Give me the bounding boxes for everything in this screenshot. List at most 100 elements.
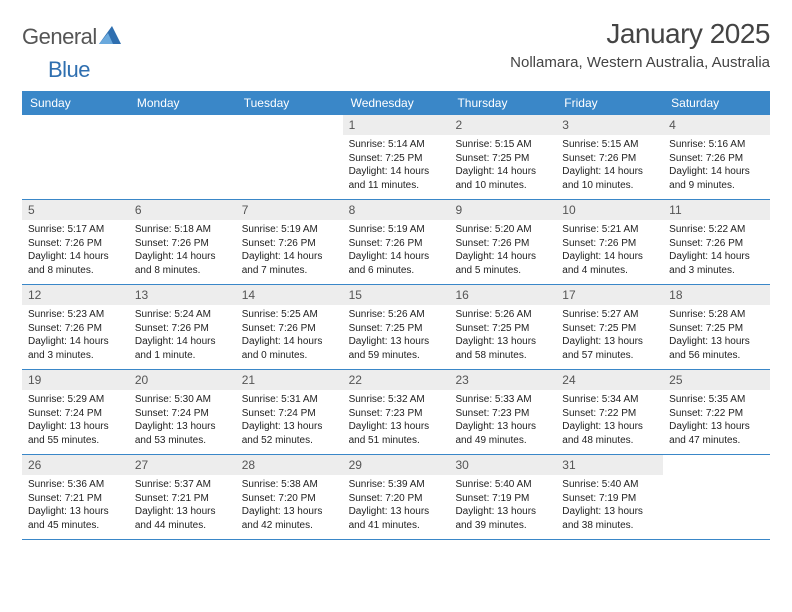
day-cell: 25Sunrise: 5:35 AMSunset: 7:22 PMDayligh… — [663, 370, 770, 454]
sunrise-text: Sunrise: 5:18 AM — [135, 223, 230, 237]
weekday-header: Friday — [556, 91, 663, 115]
sunset-text: Sunset: 7:21 PM — [28, 492, 123, 506]
daylight-text: Daylight: 14 hours and 8 minutes. — [135, 250, 230, 277]
sunrise-text: Sunrise: 5:34 AM — [562, 393, 657, 407]
day-cell: 8Sunrise: 5:19 AMSunset: 7:26 PMDaylight… — [343, 200, 450, 284]
daylight-text: Daylight: 13 hours and 47 minutes. — [669, 420, 764, 447]
daylight-text: Daylight: 13 hours and 44 minutes. — [135, 505, 230, 532]
location-label: Nollamara, Western Australia, Australia — [510, 54, 770, 71]
logo-triangle-icon — [99, 26, 121, 49]
day-number: 30 — [449, 455, 556, 475]
day-number: 9 — [449, 200, 556, 220]
sunset-text: Sunset: 7:26 PM — [562, 237, 657, 251]
sunset-text: Sunset: 7:25 PM — [349, 152, 444, 166]
day-number: 21 — [236, 370, 343, 390]
sunset-text: Sunset: 7:22 PM — [562, 407, 657, 421]
daylight-text: Daylight: 13 hours and 57 minutes. — [562, 335, 657, 362]
sunrise-text: Sunrise: 5:36 AM — [28, 478, 123, 492]
empty-cell — [129, 115, 236, 199]
sunset-text: Sunset: 7:26 PM — [242, 322, 337, 336]
day-cell: 10Sunrise: 5:21 AMSunset: 7:26 PMDayligh… — [556, 200, 663, 284]
sunset-text: Sunset: 7:21 PM — [135, 492, 230, 506]
sunrise-text: Sunrise: 5:24 AM — [135, 308, 230, 322]
sunset-text: Sunset: 7:26 PM — [562, 152, 657, 166]
day-cell: 4Sunrise: 5:16 AMSunset: 7:26 PMDaylight… — [663, 115, 770, 199]
day-number: 8 — [343, 200, 450, 220]
daylight-text: Daylight: 13 hours and 41 minutes. — [349, 505, 444, 532]
week-row: 1Sunrise: 5:14 AMSunset: 7:25 PMDaylight… — [22, 115, 770, 200]
day-number: 26 — [22, 455, 129, 475]
day-cell: 6Sunrise: 5:18 AMSunset: 7:26 PMDaylight… — [129, 200, 236, 284]
daylight-text: Daylight: 13 hours and 49 minutes. — [455, 420, 550, 447]
sunrise-text: Sunrise: 5:32 AM — [349, 393, 444, 407]
daylight-text: Daylight: 14 hours and 1 minute. — [135, 335, 230, 362]
sunrise-text: Sunrise: 5:23 AM — [28, 308, 123, 322]
day-cell: 19Sunrise: 5:29 AMSunset: 7:24 PMDayligh… — [22, 370, 129, 454]
day-cell: 1Sunrise: 5:14 AMSunset: 7:25 PMDaylight… — [343, 115, 450, 199]
weekday-header: Saturday — [663, 91, 770, 115]
day-number: 23 — [449, 370, 556, 390]
sunset-text: Sunset: 7:26 PM — [135, 237, 230, 251]
sunset-text: Sunset: 7:23 PM — [455, 407, 550, 421]
sunrise-text: Sunrise: 5:19 AM — [349, 223, 444, 237]
week-row: 19Sunrise: 5:29 AMSunset: 7:24 PMDayligh… — [22, 370, 770, 455]
sunrise-text: Sunrise: 5:17 AM — [28, 223, 123, 237]
daylight-text: Daylight: 13 hours and 42 minutes. — [242, 505, 337, 532]
sunrise-text: Sunrise: 5:20 AM — [455, 223, 550, 237]
day-cell: 23 Sunrise: 5:33 AMSunset: 7:23 PMDayligh… — [449, 370, 556, 454]
day-number: 17 — [556, 285, 663, 305]
daylight-text: Daylight: 14 hours and 9 minutes. — [669, 165, 764, 192]
day-number: 27 — [129, 455, 236, 475]
daylight-text: Daylight: 14 hours and 4 minutes. — [562, 250, 657, 277]
weekday-header: Monday — [129, 91, 236, 115]
day-cell: 18Sunrise: 5:28 AMSunset: 7:25 PMDayligh… — [663, 285, 770, 369]
header-right: January 2025 Nollamara, Western Australi… — [510, 18, 770, 71]
sunrise-text: Sunrise: 5:19 AM — [242, 223, 337, 237]
day-cell: 14Sunrise: 5:25 AMSunset: 7:26 PMDayligh… — [236, 285, 343, 369]
calendar: SundayMondayTuesdayWednesdayThursdayFrid… — [22, 91, 770, 540]
sunset-text: Sunset: 7:26 PM — [669, 152, 764, 166]
sunset-text: Sunset: 7:26 PM — [242, 237, 337, 251]
day-number: 11 — [663, 200, 770, 220]
sunrise-text: Sunrise: 5:29 AM — [28, 393, 123, 407]
sunset-text: Sunset: 7:26 PM — [28, 322, 123, 336]
day-number: 29 — [343, 455, 450, 475]
day-number: 10 — [556, 200, 663, 220]
day-number: 12 — [22, 285, 129, 305]
sunset-text: Sunset: 7:26 PM — [669, 237, 764, 251]
sunrise-text: Sunrise: 5:26 AM — [455, 308, 550, 322]
sunset-text: Sunset: 7:22 PM — [669, 407, 764, 421]
week-row: 5Sunrise: 5:17 AMSunset: 7:26 PMDaylight… — [22, 200, 770, 285]
day-cell: 20Sunrise: 5:30 AMSunset: 7:24 PMDayligh… — [129, 370, 236, 454]
day-number: 16 — [449, 285, 556, 305]
sunrise-text: Sunrise: 5:27 AM — [562, 308, 657, 322]
weeks-container: 1Sunrise: 5:14 AMSunset: 7:25 PMDaylight… — [22, 115, 770, 540]
day-number: 5 — [22, 200, 129, 220]
day-cell: 22Sunrise: 5:32 AMSunset: 7:23 PMDayligh… — [343, 370, 450, 454]
week-row: 26Sunrise: 5:36 AMSunset: 7:21 PMDayligh… — [22, 455, 770, 540]
day-cell: 12 Sunrise: 5:23 AMSunset: 7:26 PMDayligh… — [22, 285, 129, 369]
sunrise-text: Sunrise: 5:33 AM — [455, 393, 550, 407]
day-cell: 30Sunrise: 5:40 AMSunset: 7:19 PMDayligh… — [449, 455, 556, 539]
sunset-text: Sunset: 7:25 PM — [562, 322, 657, 336]
daylight-text: Daylight: 13 hours and 55 minutes. — [28, 420, 123, 447]
day-number: 14 — [236, 285, 343, 305]
sunrise-text: Sunrise: 5:16 AM — [669, 138, 764, 152]
daylight-text: Daylight: 14 hours and 0 minutes. — [242, 335, 337, 362]
sunset-text: Sunset: 7:20 PM — [242, 492, 337, 506]
week-row: 12Sunrise: 5:23 AMSunset: 7:26 PMDayligh… — [22, 285, 770, 370]
day-number: 28 — [236, 455, 343, 475]
weekday-header: Thursday — [449, 91, 556, 115]
empty-cell — [236, 115, 343, 199]
sunrise-text: Sunrise: 5:28 AM — [669, 308, 764, 322]
day-cell: 21Sunrise: 5:31 AMSunset: 7:24 PMDayligh… — [236, 370, 343, 454]
day-cell: 7Sunrise: 5:19 AMSunset: 7:26 PMDaylight… — [236, 200, 343, 284]
day-number: 22 — [343, 370, 450, 390]
day-number: 24 — [556, 370, 663, 390]
day-cell: 31Sunrise: 5:40 AMSunset: 7:19 PMDayligh… — [556, 455, 663, 539]
daylight-text: Daylight: 14 hours and 3 minutes. — [28, 335, 123, 362]
day-number: 15 — [343, 285, 450, 305]
sunrise-text: Sunrise: 5:40 AM — [562, 478, 657, 492]
sunrise-text: Sunrise: 5:40 AM — [455, 478, 550, 492]
sunset-text: Sunset: 7:19 PM — [562, 492, 657, 506]
